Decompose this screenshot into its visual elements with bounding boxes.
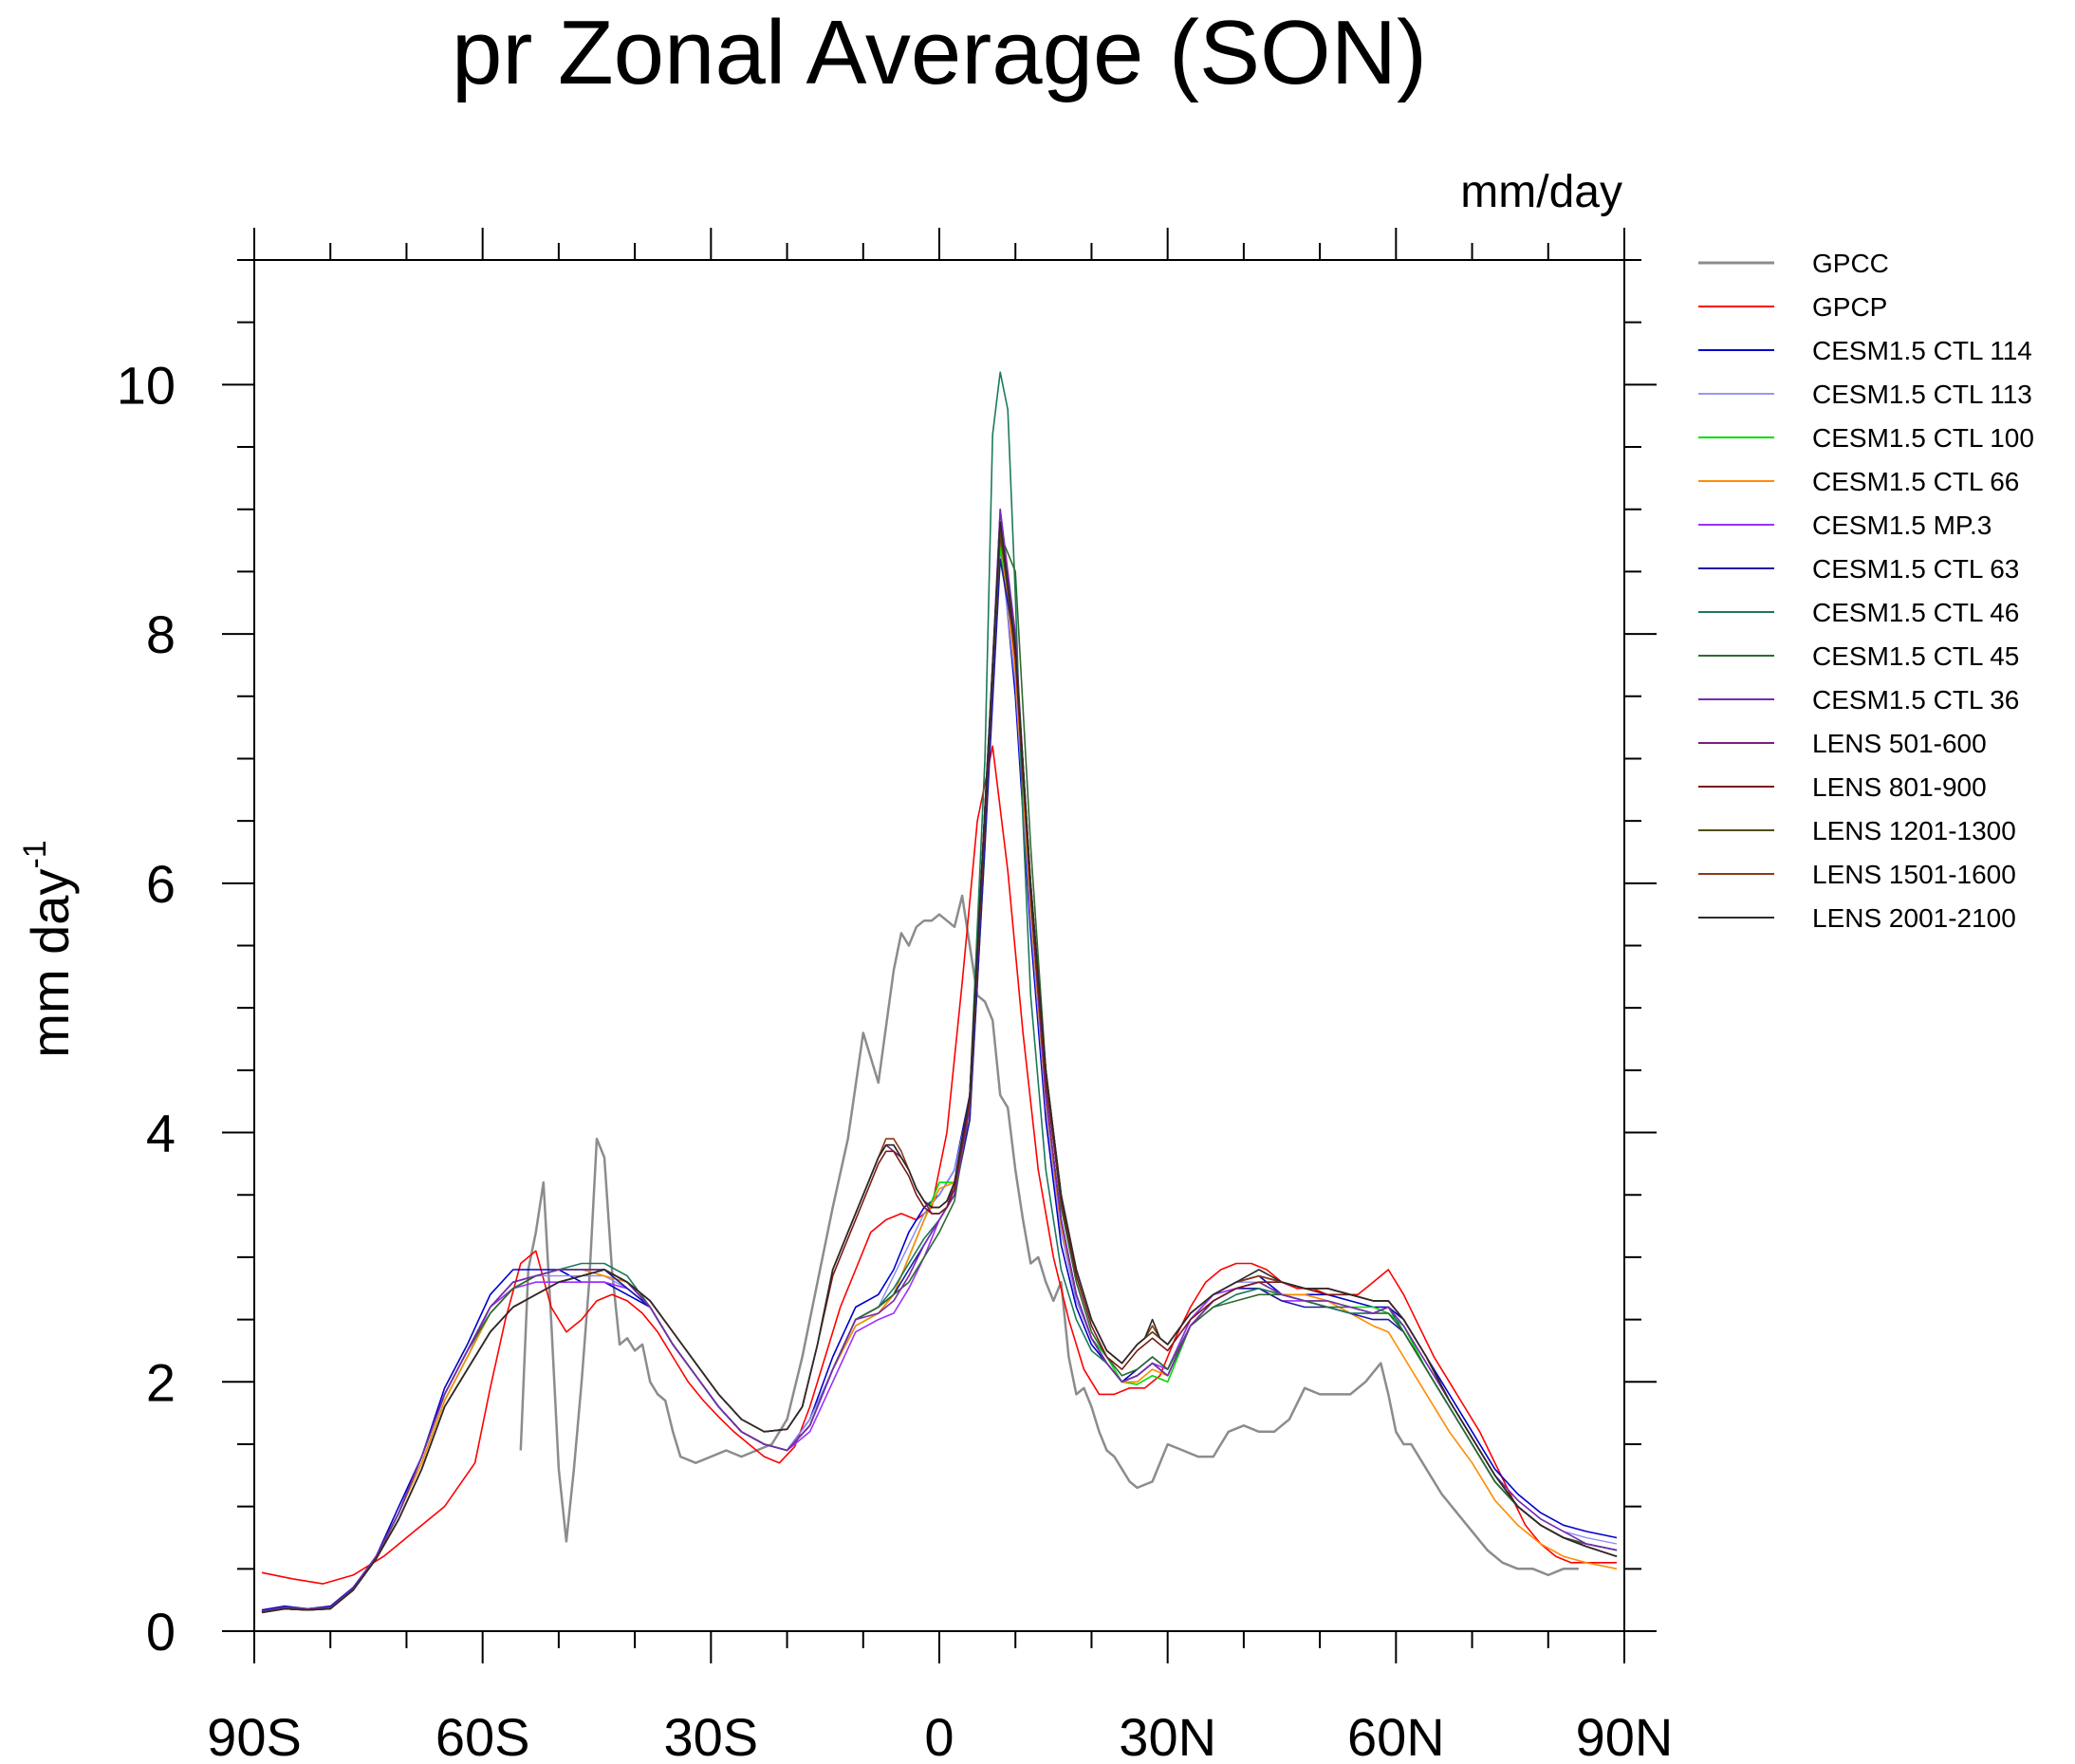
x-tick-label: 0 <box>924 1707 954 1764</box>
y-tick-label: 8 <box>146 604 176 664</box>
legend-label: CESM1.5 CTL 46 <box>1812 598 2019 627</box>
x-tick-label: 30N <box>1119 1707 1216 1764</box>
y-tick-label: 0 <box>146 1602 176 1662</box>
legend-label: LENS 501-600 <box>1812 729 1987 758</box>
legend-label: CESM1.5 CTL 114 <box>1812 336 2032 365</box>
axis-ticks <box>222 228 1657 1663</box>
y-axis-label-superscript: -1 <box>17 840 53 868</box>
series-line-cesm1-5-ctl-66 <box>261 533 1618 1614</box>
legend-label: CESM1.5 CTL 63 <box>1812 554 2019 584</box>
y-tick-label: 6 <box>146 854 176 914</box>
tick-labels: 90S 60S 30S 0 30N 60N 90N 0 2 4 6 8 10 <box>117 355 1674 1764</box>
legend-label: CESM1.5 CTL 36 <box>1812 685 2019 715</box>
legend-label: GPCP <box>1812 292 1887 322</box>
legend: GPCC GPCP CESM1.5 CTL 114 CESM1.5 CTL 113 CE… <box>1698 249 2034 933</box>
series-line-lens-501-600 <box>261 533 1618 1614</box>
y-axis-label-text: mm day <box>20 869 80 1058</box>
x-tick-label: 30S <box>664 1707 759 1764</box>
series-line-gpcp <box>261 745 1617 1585</box>
y-tick-label: 4 <box>146 1104 176 1163</box>
series-line-cesm1-5-ctl-100 <box>261 546 1618 1614</box>
series-line-lens-2001-2100 <box>261 521 1618 1614</box>
y-tick-label: 10 <box>117 355 176 415</box>
series-line-lens-1201-1300 <box>261 533 1618 1614</box>
plot-frame <box>253 259 1625 1632</box>
x-tick-label: 90N <box>1576 1707 1674 1764</box>
legend-label: CESM1.5 CTL 45 <box>1812 641 2019 671</box>
units-label: mm/day <box>1460 167 1622 217</box>
legend-label: CESM1.5 CTL 100 <box>1812 423 2034 453</box>
legend-label: CESM1.5 CTL 113 <box>1812 380 2032 409</box>
chart-title: pr Zonal Average (SON) <box>452 2 1427 103</box>
legend-label: CESM1.5 MP.3 <box>1812 511 1992 540</box>
x-tick-label: 90S <box>207 1707 302 1764</box>
series-line-cesm1-5-ctl-113 <box>261 546 1618 1612</box>
legend-label: LENS 801-900 <box>1812 772 1987 802</box>
legend-label: LENS 2001-2100 <box>1812 903 2016 933</box>
series-line-cesm1-5-ctl-46 <box>261 371 1618 1612</box>
legend-label: CESM1.5 CTL 66 <box>1812 467 2019 496</box>
y-axis-label: mm day-1 <box>17 840 80 1057</box>
x-tick-label: 60S <box>435 1707 530 1764</box>
series-line-cesm1-5-ctl-63 <box>261 558 1618 1612</box>
series-line-gpcc <box>519 894 1579 1577</box>
legend-label: GPCC <box>1812 249 1889 278</box>
series-lines <box>261 371 1618 1614</box>
y-tick-label: 2 <box>146 1352 176 1412</box>
legend-label: LENS 1201-1300 <box>1812 816 2016 845</box>
x-tick-label: 60N <box>1347 1707 1445 1764</box>
legend-label: LENS 1501-1600 <box>1812 860 2016 889</box>
series-line-cesm1-5-ctl-36 <box>261 508 1618 1612</box>
